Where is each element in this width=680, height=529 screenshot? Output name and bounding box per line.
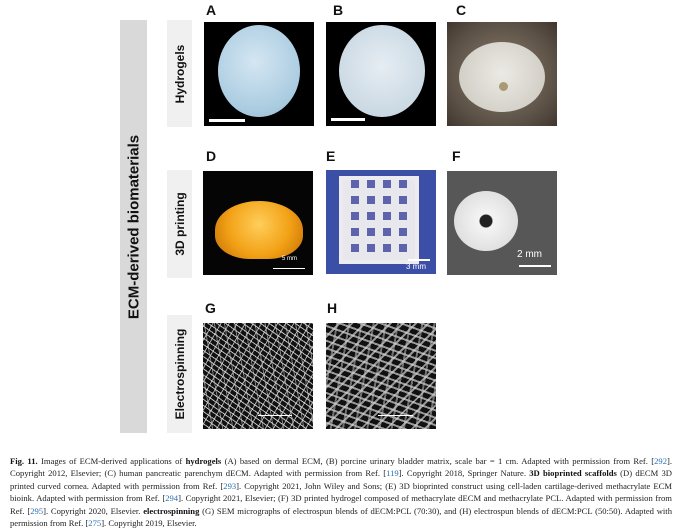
panel-g-image [203, 323, 313, 429]
caption-text: ]. Copyright 2019, Elsevier. [101, 518, 197, 529]
caption-text: ]. Copyright 2021, John Wiley and Sons; … [10, 480, 672, 504]
caption-text: ]. Copyright 2020, Elsevier. [43, 505, 144, 516]
main-category-label: ECM-derived biomaterials [120, 20, 147, 433]
scale-bar [273, 268, 305, 269]
row-label-text: Hydrogels [172, 44, 187, 103]
reference-link[interactable]: 294 [165, 493, 179, 504]
reference-link[interactable]: 275 [88, 518, 102, 529]
scale-bar [408, 259, 430, 261]
caption-bold: 3D bioprinted scaffolds [529, 468, 617, 479]
panel-e-image: 3 mm [326, 170, 436, 274]
main-label-text: ECM-derived biomaterials [125, 134, 142, 319]
panel-letter: G [205, 300, 216, 316]
panel-h-image [326, 323, 436, 429]
panel-a-image [204, 22, 314, 126]
scale-bar [519, 265, 551, 267]
reference-link[interactable]: 292 [654, 456, 667, 466]
panel-letter: H [327, 300, 338, 316]
panel-letter: B [333, 2, 344, 18]
row-label-3d-printing: 3D printing [167, 170, 192, 278]
figure-label: Fig. 11. [10, 456, 38, 466]
panel-letter: D [206, 148, 217, 164]
caption-text: ]. Copyright 2018, Springer Nature. [398, 468, 530, 479]
panel-letter: E [326, 148, 336, 164]
caption-text: ]. Copyright 2021, Elsevier; (F) 3D prin… [10, 493, 672, 516]
scale-label: 2 mm [517, 249, 542, 260]
figure-caption: Fig. 11. Images of ECM-derived applicati… [10, 455, 672, 529]
reference-link[interactable]: 293 [223, 480, 237, 491]
row-label-electrospinning: Electrospinning [167, 315, 192, 433]
row-label-hydrogels: Hydrogels [167, 20, 192, 127]
scale-label: 5 mm [282, 256, 297, 262]
reference-link[interactable]: 119 [386, 468, 399, 479]
row-label-text: Electrospinning [172, 328, 187, 420]
panel-letter: C [456, 2, 467, 18]
scale-bar [209, 119, 245, 122]
caption-bold: electrospinning [143, 505, 200, 516]
caption-text: (D) dECM 3D printed curved cornea. Adapt… [10, 468, 672, 491]
caption-text: (A) based on dermal ECM, (B) porcine uri… [221, 456, 655, 466]
reference-link[interactable]: 295 [30, 505, 44, 516]
row-label-text: 3D printing [172, 192, 187, 256]
panel-f-image: 2 mm [447, 171, 557, 275]
caption-bold: hydrogels [185, 456, 222, 466]
scale-bar [258, 415, 292, 416]
panel-letter: A [206, 2, 217, 18]
panel-c-image [447, 22, 557, 126]
scale-bar [331, 118, 365, 121]
caption-text: ]. Copyright 2012, Elsevier; (C) human p… [10, 456, 672, 479]
scale-label: 3 mm [406, 262, 426, 271]
panel-d-image: 5 mm [203, 171, 313, 275]
panel-b-image [326, 22, 436, 126]
scale-bar [378, 415, 413, 416]
panel-letter: F [452, 148, 461, 164]
caption-text: Images of ECM-derived applications of [37, 456, 186, 466]
